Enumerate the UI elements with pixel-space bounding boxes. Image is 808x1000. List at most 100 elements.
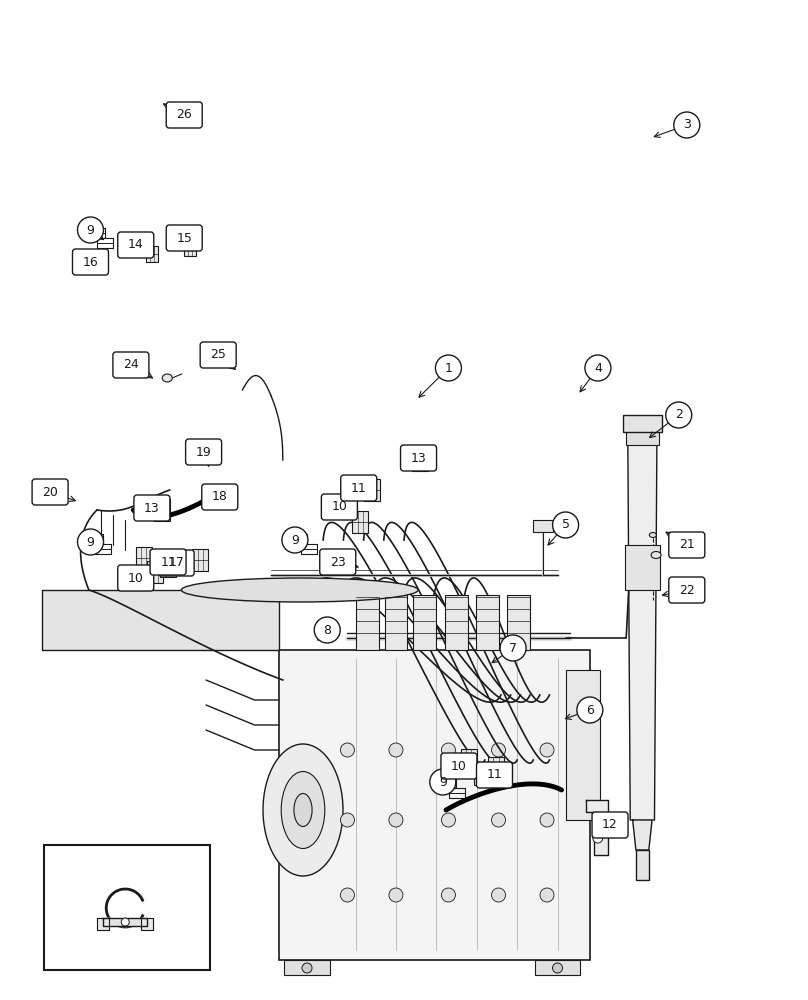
Bar (356, 595, 379, 650)
FancyBboxPatch shape (32, 479, 68, 505)
Bar (192, 549, 208, 571)
FancyBboxPatch shape (202, 484, 238, 510)
Text: 10: 10 (128, 572, 144, 584)
Bar (385, 595, 407, 650)
Circle shape (282, 527, 308, 553)
FancyBboxPatch shape (166, 102, 202, 128)
FancyBboxPatch shape (166, 225, 202, 251)
FancyBboxPatch shape (441, 753, 477, 779)
Circle shape (78, 529, 103, 555)
Circle shape (340, 813, 355, 827)
Bar (533, 520, 553, 532)
Ellipse shape (281, 772, 325, 848)
Bar (136, 547, 152, 569)
FancyBboxPatch shape (118, 565, 154, 591)
Text: 12: 12 (602, 818, 618, 832)
Circle shape (491, 743, 506, 757)
Circle shape (441, 813, 456, 827)
Circle shape (593, 833, 603, 843)
Bar (160, 555, 176, 577)
Text: 18: 18 (212, 490, 228, 504)
Text: 19: 19 (196, 446, 212, 458)
FancyBboxPatch shape (592, 812, 628, 838)
Text: 10: 10 (451, 760, 467, 772)
Circle shape (553, 963, 562, 973)
Polygon shape (633, 820, 652, 850)
Circle shape (585, 355, 611, 381)
Text: 13: 13 (410, 452, 427, 464)
Bar (279, 650, 590, 960)
Bar (473, 763, 490, 785)
Circle shape (540, 888, 554, 902)
Text: 5: 5 (562, 518, 570, 532)
Text: 8: 8 (323, 624, 331, 637)
Polygon shape (141, 918, 154, 930)
Bar (154, 499, 170, 521)
FancyBboxPatch shape (158, 550, 194, 576)
Bar (626, 430, 659, 445)
Bar (138, 234, 149, 250)
Text: 4: 4 (594, 361, 602, 374)
Text: 9: 9 (86, 224, 95, 236)
Text: 9: 9 (86, 536, 95, 548)
Circle shape (441, 888, 456, 902)
FancyBboxPatch shape (669, 577, 705, 603)
Text: 9: 9 (291, 534, 299, 546)
Text: 25: 25 (210, 349, 226, 361)
Text: 23: 23 (330, 556, 346, 568)
Text: 10: 10 (331, 500, 347, 514)
Text: 3: 3 (683, 118, 691, 131)
Text: 13: 13 (144, 502, 160, 514)
Circle shape (340, 888, 355, 902)
Circle shape (491, 813, 506, 827)
Text: 21: 21 (679, 538, 695, 552)
Ellipse shape (162, 374, 172, 382)
Circle shape (491, 888, 506, 902)
FancyBboxPatch shape (118, 232, 154, 258)
Bar (476, 595, 499, 650)
Text: 26: 26 (176, 108, 192, 121)
Circle shape (441, 743, 456, 757)
Bar (284, 960, 330, 975)
Bar (184, 240, 196, 256)
Bar (445, 595, 468, 650)
Bar (341, 497, 357, 519)
Bar (146, 246, 158, 262)
Circle shape (674, 112, 700, 138)
FancyBboxPatch shape (113, 352, 149, 378)
FancyBboxPatch shape (200, 342, 236, 368)
Text: 14: 14 (128, 238, 144, 251)
Ellipse shape (263, 744, 343, 876)
Text: 20: 20 (42, 486, 58, 498)
Bar (352, 511, 368, 533)
Circle shape (314, 617, 340, 643)
Ellipse shape (181, 578, 419, 602)
Bar (535, 960, 580, 975)
Circle shape (436, 355, 461, 381)
Bar (507, 595, 530, 650)
Bar (566, 670, 600, 820)
Text: 22: 22 (679, 584, 695, 596)
Text: 1: 1 (444, 361, 452, 374)
FancyBboxPatch shape (150, 549, 186, 575)
FancyBboxPatch shape (341, 475, 377, 501)
FancyBboxPatch shape (186, 439, 221, 465)
Circle shape (500, 635, 526, 661)
Circle shape (666, 402, 692, 428)
Text: 15: 15 (176, 232, 192, 244)
Text: 2: 2 (675, 408, 683, 422)
Text: 11: 11 (351, 482, 367, 494)
Circle shape (540, 743, 554, 757)
Text: 11: 11 (486, 768, 503, 782)
Text: 24: 24 (123, 359, 139, 371)
Polygon shape (97, 918, 109, 930)
Circle shape (540, 813, 554, 827)
FancyBboxPatch shape (669, 532, 705, 558)
Polygon shape (586, 800, 608, 855)
FancyBboxPatch shape (477, 762, 512, 788)
Circle shape (78, 217, 103, 243)
Text: 7: 7 (509, 642, 517, 654)
Ellipse shape (294, 794, 312, 826)
Circle shape (389, 743, 403, 757)
FancyBboxPatch shape (134, 495, 170, 521)
